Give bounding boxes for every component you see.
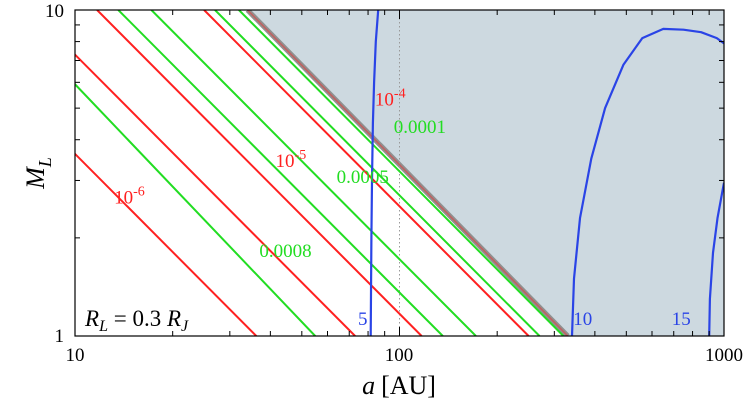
blue-curve-label: 5 [358,309,368,330]
red-line-label: 10-6 [114,184,145,208]
axis-ticks [74,9,725,337]
shaded-region [247,10,724,336]
red-line [96,10,423,336]
y-tick-label: 10 [45,1,64,22]
green-line [238,10,565,336]
red-line-label: 10-5 [276,148,307,172]
blue-curve-label: 15 [672,309,691,330]
blue-curve-label: 10 [573,309,592,330]
green-line [75,82,316,336]
shade-boundary-inner [246,10,569,336]
x-axis-label: a [AU] [362,371,436,400]
red-line [75,152,258,336]
y-axis-symbol: M [21,166,50,190]
red-line [75,53,356,336]
blue-curve [708,182,724,336]
y-axis-label: ML [21,157,55,190]
green-line-label: 0.0008 [259,241,311,262]
plot-area: 10-4 10-6 10-5 0.0001 0.0005 0.0008 5 10 15 [75,10,724,336]
blue-curve [369,10,380,336]
x-tick-label: 1000 [705,345,743,366]
red-line-label: 10-4 [375,86,406,110]
y-tick-label: 1 [55,326,65,347]
green-line-label: 0.0001 [394,117,446,138]
green-line [117,10,444,336]
red-line [203,10,530,336]
y-axis-subscript: L [35,157,55,168]
green-line-label: 0.0005 [337,167,389,188]
x-tick-label: 100 [385,345,414,366]
x-axis-unit: [AU] [381,371,436,400]
green-line [214,10,541,336]
x-axis-symbol: a [362,371,375,400]
radius-annotation: RL = 0.3 RJ [84,306,189,335]
blue-curve [570,27,724,336]
x-tick-label: 10 [66,345,85,366]
green-line [150,10,477,336]
